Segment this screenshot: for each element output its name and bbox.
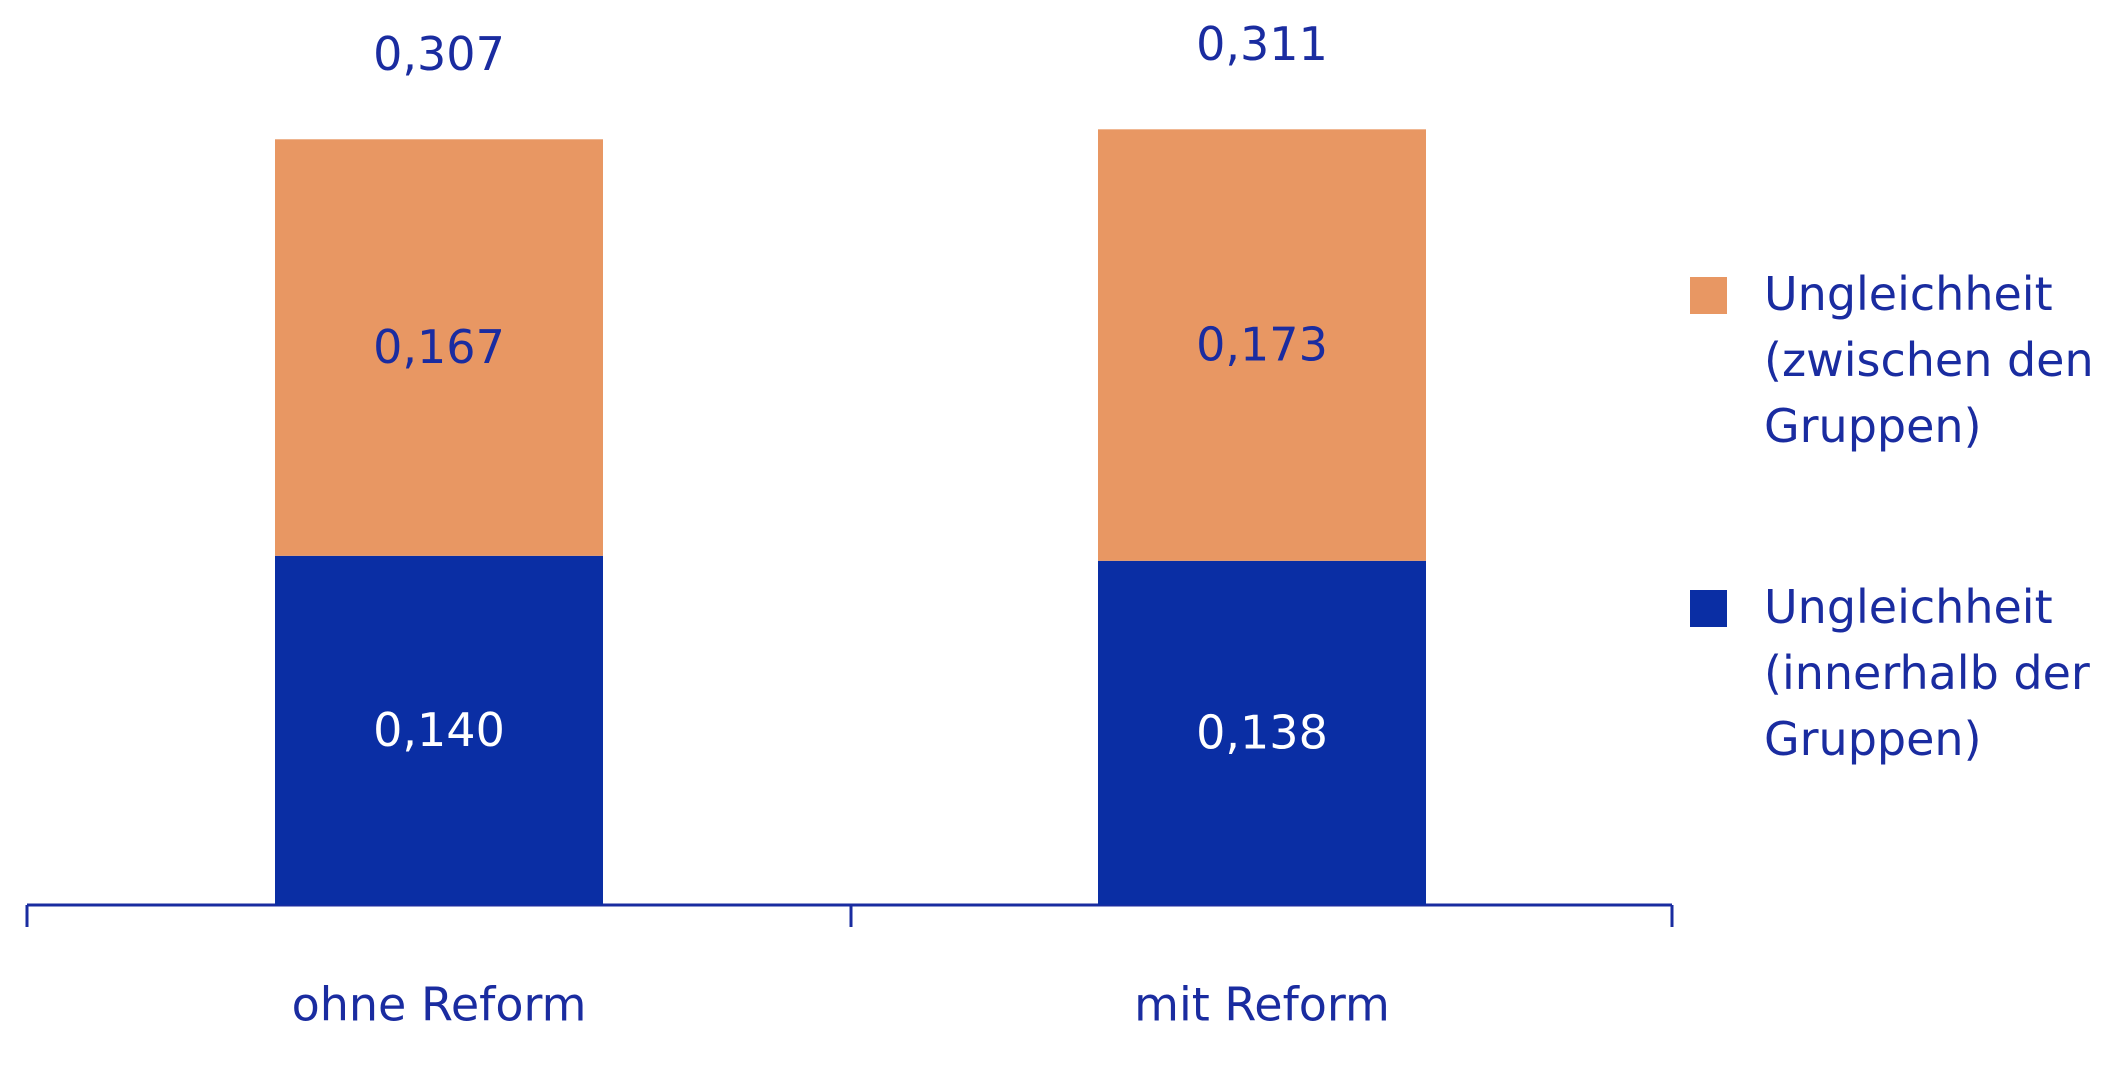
legend-label: Ungleichheit (zwischen den Gruppen)	[1764, 267, 2094, 453]
x-tick-label: ohne Reform	[292, 978, 587, 1032]
legend-swatch	[1690, 277, 1727, 314]
bar-segment	[275, 555, 603, 905]
value-label: 0,173	[1196, 318, 1328, 372]
bar-segment	[1098, 560, 1426, 905]
bar-segment	[275, 139, 603, 556]
legend-swatch	[1690, 590, 1727, 627]
value-label: 0,140	[373, 703, 505, 757]
value-label: 0,167	[373, 320, 505, 374]
legend-label: Ungleichheit (innerhalb der Gruppen)	[1764, 580, 2090, 766]
total-label: 0,311	[1196, 17, 1328, 71]
total-label: 0,307	[373, 27, 505, 81]
value-label: 0,138	[1196, 705, 1328, 759]
bar-segment	[1098, 129, 1426, 561]
x-tick-label: mit Reform	[1134, 978, 1390, 1032]
